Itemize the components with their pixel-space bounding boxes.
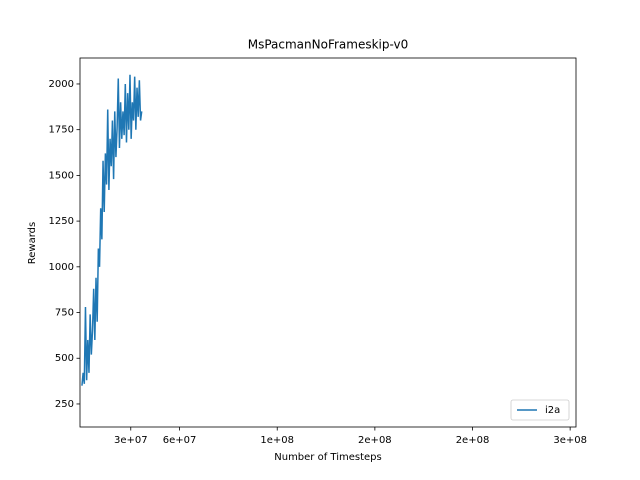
- x-tick-label: 2e+08: [358, 435, 392, 446]
- x-tick-label: 2e+08: [456, 435, 490, 446]
- legend-box: [510, 399, 570, 421]
- y-tick-label: 750: [55, 308, 74, 319]
- y-tick-label: 1000: [49, 262, 74, 273]
- y-tick-label: 1750: [49, 125, 74, 136]
- x-tick-label: 6e+07: [163, 435, 197, 446]
- x-tick-label: 3e+07: [114, 435, 148, 446]
- x-tick-label: 1e+08: [260, 435, 294, 446]
- legend-label: i2a: [545, 405, 560, 416]
- y-tick-label: 1500: [49, 170, 74, 181]
- y-tick-label: 500: [55, 353, 74, 364]
- x-axis-label: Number of Timesteps: [274, 452, 381, 463]
- data-line: [81, 74, 143, 386]
- chart-title: MsPacmanNoFrameskip-v0: [248, 38, 409, 52]
- y-tick-label: 2000: [49, 79, 74, 90]
- y-axis-label: Rewards: [27, 222, 38, 264]
- y-tick-label: 250: [55, 399, 74, 410]
- x-tick-label: 3e+08: [553, 435, 587, 446]
- plot-frame: [79, 57, 577, 428]
- y-tick-label: 1250: [49, 216, 74, 227]
